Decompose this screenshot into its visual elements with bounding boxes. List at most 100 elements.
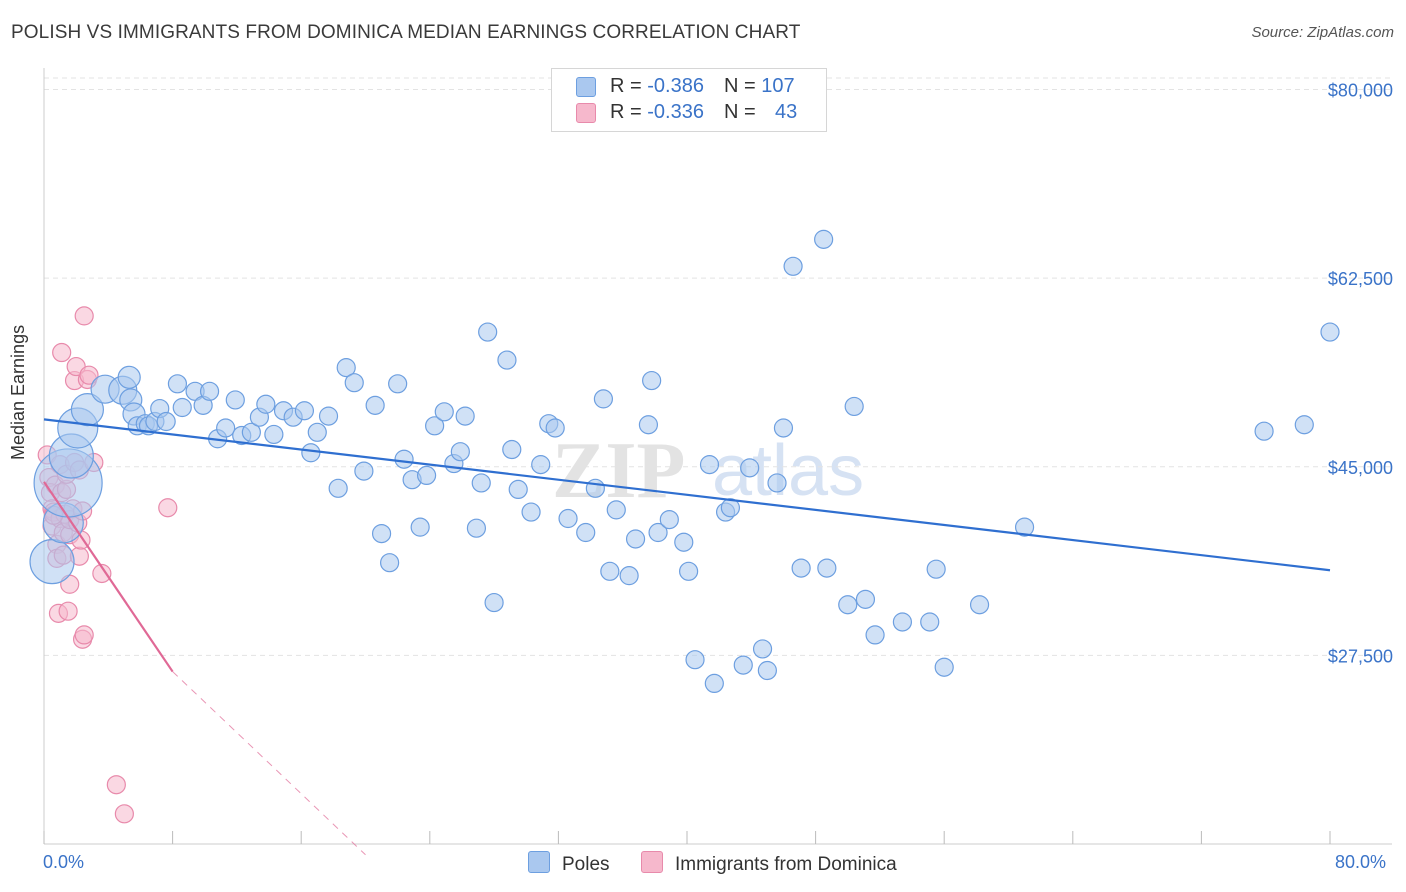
- data-point: [838, 595, 858, 615]
- x-tick-label-min: 0.0%: [43, 852, 85, 872]
- stats-legend: R = -0.386 N = 107 R = -0.336 N = 43: [551, 68, 827, 132]
- data-point: [158, 498, 178, 518]
- data-point: [92, 563, 112, 584]
- data-point: [679, 561, 699, 581]
- bottom-legend-dominica: Immigrants from Dominica: [641, 851, 897, 876]
- legend-r-value: -0.386: [647, 75, 704, 97]
- data-point: [434, 402, 454, 422]
- watermark-atlas: atlas: [712, 431, 864, 511]
- data-point: [425, 416, 445, 436]
- data-point: [301, 443, 321, 463]
- y-tick-label: $45,000: [1328, 458, 1393, 478]
- legend-r-label: R =: [610, 101, 648, 123]
- data-point: [685, 650, 705, 670]
- data-point: [502, 439, 522, 460]
- data-point: [757, 660, 777, 681]
- legend-r-label: R =: [610, 75, 648, 97]
- data-point: [328, 478, 348, 498]
- data-point: [593, 389, 614, 409]
- trend-line-dominica: [43, 481, 174, 673]
- data-point: [225, 390, 245, 410]
- y-tick-label: $80,000: [1328, 81, 1393, 101]
- data-point: [576, 522, 596, 543]
- data-point: [926, 559, 946, 579]
- data-point: [336, 358, 356, 378]
- data-point: [70, 393, 105, 427]
- data-point: [52, 342, 72, 363]
- bottom-legend-poles: Poles: [528, 851, 610, 876]
- data-point: [855, 589, 876, 609]
- data-point: [558, 508, 578, 529]
- data-point: [920, 612, 940, 632]
- data-point: [450, 442, 470, 462]
- data-point: [256, 394, 276, 414]
- data-point: [455, 406, 475, 426]
- bottom-legend-label-poles: Poles: [562, 854, 610, 875]
- data-point: [371, 523, 392, 544]
- data-point: [294, 401, 315, 421]
- data-point: [606, 500, 626, 520]
- data-point: [638, 415, 659, 435]
- data-point: [791, 558, 811, 578]
- bottom-legend-label-dominica: Immigrants from Dominica: [675, 854, 897, 875]
- data-point: [484, 592, 504, 613]
- data-point: [625, 529, 646, 549]
- data-point: [318, 406, 339, 426]
- data-point: [600, 561, 620, 581]
- data-point: [521, 502, 541, 522]
- data-point: [471, 473, 491, 493]
- data-point: [844, 396, 864, 417]
- data-point: [106, 775, 126, 795]
- data-point: [733, 655, 753, 675]
- data-point: [585, 478, 605, 498]
- legend-swatch-dominica: [576, 103, 596, 123]
- data-point: [29, 539, 75, 585]
- watermark-zip: ZIP: [552, 427, 685, 515]
- data-point: [117, 365, 141, 389]
- data-point: [1014, 517, 1035, 537]
- y-tick-label: $27,500: [1328, 646, 1393, 666]
- data-point: [648, 522, 668, 543]
- data-point: [767, 473, 787, 493]
- data-point: [783, 256, 803, 276]
- data-point: [354, 461, 374, 481]
- data-point: [114, 804, 134, 824]
- data-point: [659, 509, 679, 530]
- data-point: [394, 449, 414, 469]
- trend-line-poles: [43, 418, 1331, 572]
- grid-lines: [44, 77, 1392, 656]
- data-point: [58, 601, 78, 621]
- data-point: [1254, 421, 1274, 441]
- data-point: [773, 418, 794, 438]
- data-point: [934, 657, 954, 677]
- data-point: [740, 458, 760, 478]
- data-point: [156, 411, 176, 432]
- data-point: [307, 422, 327, 442]
- data-point: [172, 397, 192, 418]
- data-point: [817, 558, 837, 578]
- legend-n-label: N =: [723, 75, 762, 97]
- data-point: [865, 625, 885, 645]
- watermark: ZIP atlas: [552, 427, 864, 515]
- series-poles: [29, 229, 1340, 694]
- data-point: [478, 322, 498, 342]
- data-point: [545, 418, 565, 438]
- y-tick-label: $62,500: [1328, 269, 1393, 289]
- data-point: [699, 455, 720, 475]
- trend-lines: [43, 418, 1331, 856]
- data-point: [167, 374, 188, 394]
- data-point: [619, 566, 639, 586]
- data-point: [264, 424, 284, 445]
- y-tick-labels: $80,000 $62,500 $45,000 $27,500: [1328, 81, 1393, 667]
- data-point: [720, 498, 741, 518]
- data-point: [497, 350, 517, 370]
- data-point: [388, 374, 408, 394]
- chart-source: Source: ZipAtlas.com: [1251, 24, 1394, 41]
- legend-n-label: N =: [723, 101, 762, 123]
- data-point: [531, 455, 551, 475]
- bottom-legend-swatch-dominica: [641, 851, 663, 873]
- data-point: [642, 370, 662, 391]
- data-point: [365, 395, 385, 415]
- bottom-legend-swatch-poles: [528, 851, 550, 873]
